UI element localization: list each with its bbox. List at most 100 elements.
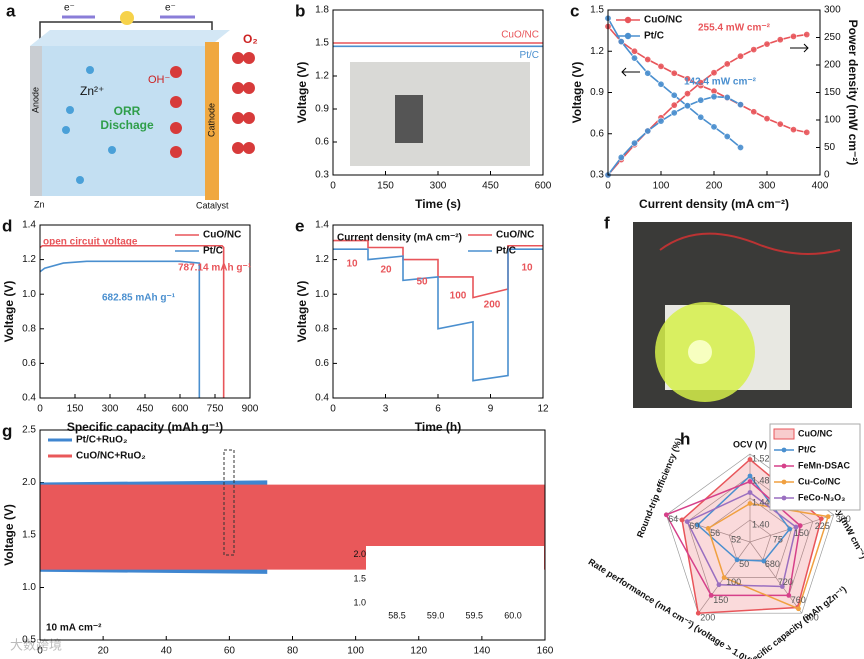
y-tick-label: 2.5: [22, 425, 36, 436]
legend-label: FeCo-N₃O₃: [798, 492, 845, 502]
radar-tick-label: 1.48: [752, 475, 770, 485]
y2-tick-label: 300: [824, 5, 841, 16]
radar-marker: [734, 557, 740, 563]
y-tick-label: 0.6: [315, 137, 329, 148]
y-tick-label: 2.0: [22, 477, 36, 488]
y-tick-label: 1.0: [22, 582, 36, 593]
marker: [697, 113, 705, 121]
y-axis-label: Voltage (V): [295, 281, 309, 343]
panel-label: b: [295, 1, 305, 20]
y2-axis-label: Power density (mW cm⁻²): [846, 20, 860, 166]
x-tick-label: 160: [537, 646, 554, 657]
radar-marker: [779, 584, 785, 589]
marker: [789, 126, 797, 134]
cell-top: [30, 30, 230, 46]
x-tick-label: 80: [287, 646, 299, 657]
x-tick-label: 200: [706, 181, 723, 192]
panel-label: h: [680, 429, 690, 448]
annotation: 10 mA cm⁻²: [46, 623, 102, 634]
y-tick-label: 1.0: [353, 598, 366, 608]
y-tick-label: 0.5: [22, 635, 36, 646]
y-tick-label: 0.8: [315, 323, 329, 334]
label: e⁻: [165, 3, 176, 14]
x-tick-label: 0: [37, 404, 43, 415]
x-tick-label: 0: [605, 181, 611, 192]
inset-bg: [368, 548, 542, 610]
radar-marker: [747, 457, 753, 462]
radar-axis-label: OCV (V): [733, 439, 767, 449]
radar-marker: [708, 592, 714, 598]
x-tick-label: 450: [482, 181, 499, 192]
radar-area: [686, 491, 797, 588]
marker: [683, 102, 691, 110]
legend-marker: [624, 16, 632, 24]
radar-tick-label: 50: [739, 559, 749, 569]
radar-spoke: [749, 541, 803, 614]
x-tick-label: 59.5: [466, 610, 484, 620]
legend-marker: [781, 447, 787, 453]
x-tick-label: 3: [383, 404, 389, 415]
x-tick-label: 20: [98, 646, 110, 657]
marker: [657, 80, 665, 88]
marker: [736, 144, 744, 152]
panel-label: f: [604, 213, 610, 232]
y-tick-label: 0.3: [590, 170, 604, 181]
y-tick-label: 0.3: [315, 170, 329, 181]
y-tick-label: 0.6: [22, 358, 36, 369]
legend-label: Pt/C: [496, 246, 516, 257]
y2-tick-label: 100: [824, 115, 841, 126]
x-tick-label: 150: [377, 181, 394, 192]
step-label: 10: [346, 259, 358, 270]
x-tick-label: 59.0: [427, 610, 445, 620]
x-tick-label: 40: [161, 646, 173, 657]
line: [607, 25, 807, 134]
radar-marker: [747, 473, 753, 479]
y-tick-label: 1.5: [590, 5, 604, 16]
panel-label: c: [570, 1, 579, 20]
radar-tick-label: 720: [778, 577, 793, 587]
line: [39, 260, 201, 398]
legend-swatch: [773, 428, 795, 440]
label: e⁻: [64, 3, 75, 14]
marker: [710, 93, 718, 101]
x-tick-label: 0: [330, 404, 336, 415]
x-tick-label: 0: [330, 181, 336, 192]
label: ORR: [114, 104, 141, 118]
cathode-plate: [205, 42, 219, 200]
radar-tick-label: 64: [668, 514, 678, 524]
radar-marker: [786, 592, 792, 598]
label: Cathode: [206, 103, 216, 137]
y-tick-label: 0.8: [22, 323, 36, 334]
legend-label: CuO/NC: [203, 230, 241, 241]
marker: [630, 54, 638, 62]
y-tick-label: 1.5: [315, 38, 329, 49]
radar-marker: [747, 501, 753, 506]
photo-wire: [659, 232, 841, 255]
radar-marker: [684, 519, 690, 525]
plot-frame: [332, 224, 544, 399]
x-axis-label: Time (s): [415, 197, 461, 211]
legend-label: FeMn-DSAC: [798, 460, 850, 470]
y2-tick-label: 0: [824, 170, 830, 181]
marker: [763, 40, 771, 48]
radar-tick-label: 680: [765, 559, 780, 569]
radar-tick-label: 300: [836, 514, 851, 524]
step-label: 50: [416, 277, 428, 288]
x-tick-label: 750: [207, 404, 224, 415]
legend-marker: [781, 463, 787, 469]
annotation: Current density (mA cm⁻²): [337, 233, 462, 244]
y-tick-label: 1.8: [315, 5, 329, 16]
marker: [683, 90, 691, 98]
x-tick-label: 300: [430, 181, 447, 192]
photo: [350, 62, 530, 166]
marker: [670, 69, 678, 77]
marker: [723, 93, 731, 101]
annotation: 682.85 mAh g⁻¹: [102, 293, 176, 304]
marker: [803, 128, 811, 136]
marker: [644, 55, 652, 63]
y-tick-label: 1.0: [315, 289, 329, 300]
marker: [750, 46, 758, 54]
y-axis-label: Voltage (V): [2, 504, 16, 566]
radar-marker: [695, 610, 701, 616]
